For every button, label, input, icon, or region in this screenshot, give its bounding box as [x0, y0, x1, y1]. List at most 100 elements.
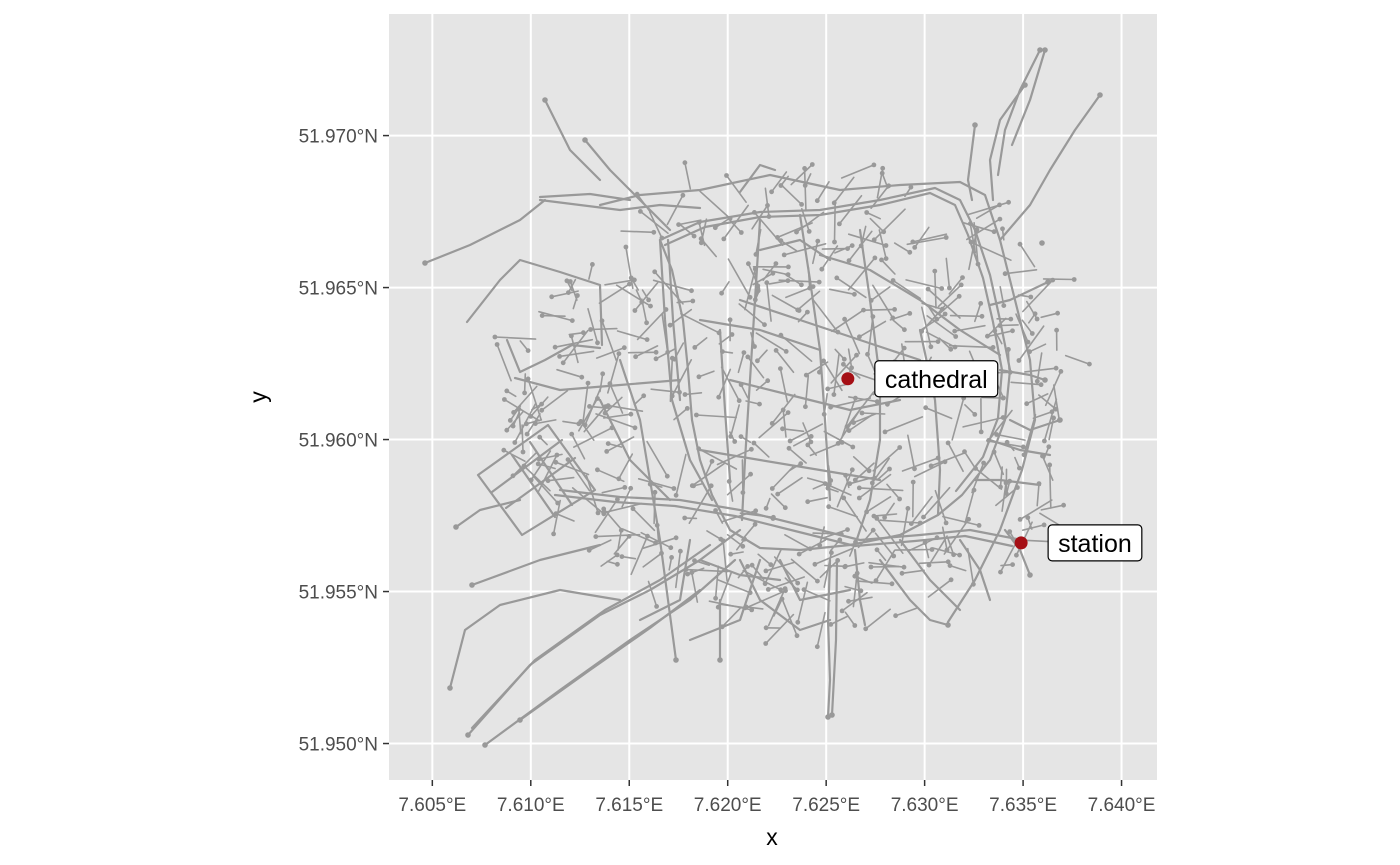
street-segment: [796, 581, 809, 624]
street-segment: [782, 409, 787, 438]
street-node: [825, 386, 831, 392]
street-node: [753, 508, 759, 514]
street-segment: [703, 460, 713, 479]
street-node: [829, 712, 835, 718]
street-segment: [594, 533, 641, 538]
street-segment: [875, 517, 904, 555]
street-segment: [1010, 48, 1047, 147]
street-segment: [1053, 384, 1061, 422]
street-segment: [995, 486, 1019, 507]
street-segment: [577, 397, 599, 432]
street-node: [835, 441, 841, 446]
street-segment: [927, 578, 952, 598]
street-node: [595, 510, 601, 516]
street-node: [422, 260, 428, 266]
street-segment: [616, 330, 648, 341]
street-node: [654, 604, 659, 609]
street-node: [749, 607, 755, 613]
street-node: [879, 257, 884, 263]
street-node: [552, 344, 558, 350]
street-node: [738, 434, 744, 439]
street-segment: [765, 561, 796, 572]
street-segment: [502, 449, 526, 463]
street-node: [1007, 529, 1013, 534]
street-node: [1058, 369, 1064, 374]
poi-marker-station[interactable]: [1014, 536, 1028, 550]
street-segment: [1019, 499, 1053, 521]
street-segment: [964, 489, 975, 524]
street-segment: [879, 519, 922, 524]
street-segment: [588, 405, 610, 410]
street-segment: [844, 611, 856, 627]
street-node: [958, 282, 964, 288]
poi-marker-cathedral[interactable]: [841, 372, 855, 386]
street-node: [632, 308, 638, 313]
street-node: [808, 439, 814, 445]
street-node: [745, 564, 750, 569]
y-tick-label: 51.970°N: [299, 127, 378, 148]
street-node: [1021, 452, 1027, 458]
street-segment: [771, 294, 800, 312]
street-segment: [630, 535, 649, 576]
street-segment: [843, 562, 865, 568]
street-segment: [513, 403, 537, 444]
street-node: [971, 581, 976, 587]
street-segment: [965, 218, 1001, 241]
street-node: [1045, 279, 1051, 285]
street-node: [815, 578, 820, 584]
street-node: [588, 327, 593, 332]
street-node: [763, 505, 769, 511]
street-segment: [798, 213, 832, 502]
street-segment: [562, 329, 589, 364]
street-node: [721, 236, 727, 242]
street-segment: [823, 430, 854, 448]
street-segment: [770, 171, 788, 193]
street-segment: [688, 484, 713, 525]
street-node: [975, 261, 981, 267]
street-segment: [764, 187, 770, 218]
street-segment: [589, 327, 618, 331]
street-node: [587, 404, 592, 409]
street-segment: [963, 450, 976, 468]
street-node: [504, 427, 510, 433]
street-segment: [727, 258, 751, 299]
street-segment: [513, 376, 682, 392]
street-segment: [538, 198, 702, 212]
street-node: [907, 249, 913, 255]
street-node: [566, 290, 571, 295]
street-node: [779, 596, 785, 602]
street-segment: [757, 553, 772, 566]
street-node: [935, 455, 941, 461]
street-segment: [942, 515, 980, 527]
street-segment: [803, 167, 807, 211]
x-tick-label: 7.635°E: [989, 795, 1057, 816]
street-segment: [827, 464, 832, 482]
street-segment: [637, 477, 675, 490]
x-tick-label: 7.605°E: [398, 795, 466, 816]
street-segment: [476, 423, 597, 537]
street-node: [609, 425, 615, 431]
street-node: [863, 626, 869, 632]
street-node: [852, 291, 857, 297]
street-node: [694, 412, 699, 418]
street-node: [1047, 462, 1053, 468]
street-node: [889, 581, 895, 587]
street-node: [1042, 47, 1048, 53]
street-segment: [666, 238, 682, 402]
street-node: [595, 340, 600, 346]
street-node: [966, 516, 971, 522]
street-segment: [823, 392, 829, 416]
street-node: [925, 286, 931, 292]
street-node: [652, 269, 658, 275]
street-node: [605, 441, 611, 446]
street-node: [835, 558, 841, 563]
street-segment: [840, 164, 875, 179]
street-node: [771, 514, 776, 520]
street-segment: [854, 462, 875, 481]
street-segment: [780, 334, 813, 363]
street-node: [628, 485, 634, 491]
street-node: [947, 285, 952, 291]
street-node: [576, 421, 582, 427]
street-node: [653, 349, 659, 355]
street-node: [763, 641, 769, 646]
